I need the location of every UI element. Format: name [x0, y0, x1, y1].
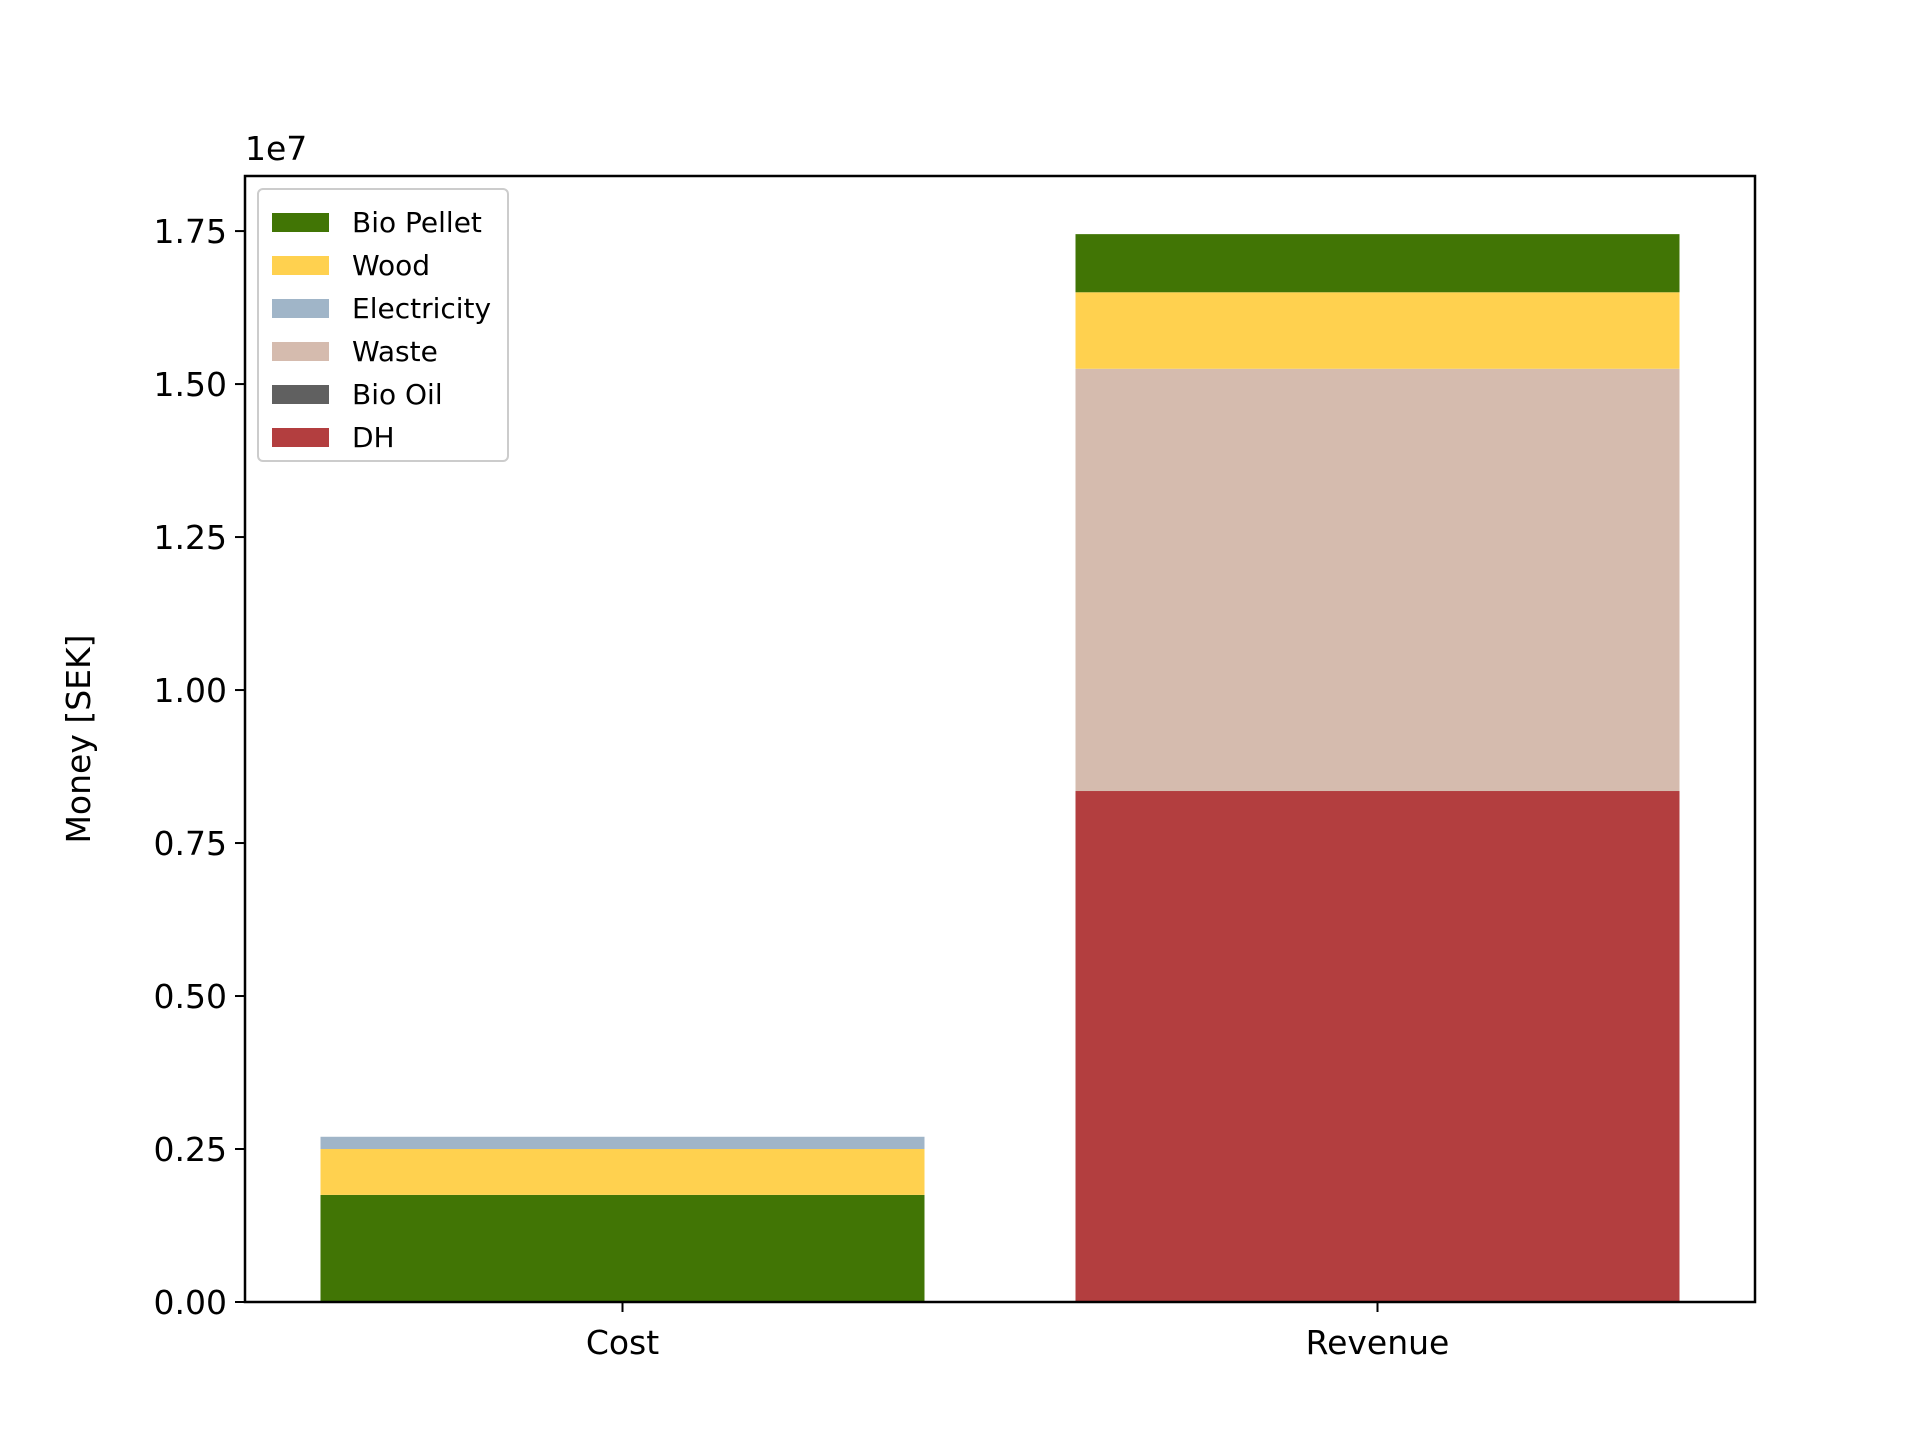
legend-label-bio-oil: Bio Oil — [352, 378, 443, 411]
y-tick-label: 0.50 — [154, 977, 227, 1016]
y-tick-label: 1.75 — [154, 212, 227, 251]
bars-group — [320, 234, 1680, 1302]
bar-revenue-bio-pellet — [1075, 234, 1680, 293]
bar-revenue-dh — [1075, 791, 1680, 1302]
bar-cost-bio-pellet — [320, 1194, 925, 1302]
bar-cost-electricity — [320, 1136, 925, 1150]
y-offset-text: 1e7 — [245, 129, 307, 168]
legend-label-bio-pellet: Bio Pellet — [352, 206, 482, 239]
legend-label-waste: Waste — [352, 335, 438, 368]
y-tick-label: 1.50 — [154, 365, 227, 404]
y-tick-label: 1.00 — [154, 671, 227, 710]
x-tick-label-revenue: Revenue — [1306, 1323, 1450, 1362]
y-tick-label: 0.25 — [154, 1130, 227, 1169]
legend-swatch-waste — [272, 342, 329, 361]
x-axis: Cost Revenue — [586, 1302, 1450, 1362]
y-axis: 0.00 0.25 0.50 0.75 1.00 1.25 1.50 1.75 — [154, 212, 245, 1322]
x-tick-label-cost: Cost — [586, 1323, 659, 1362]
bar-revenue-waste — [1075, 368, 1680, 792]
legend-swatch-dh — [272, 428, 329, 447]
legend-swatch-electricity — [272, 299, 329, 318]
y-tick-label: 0.00 — [154, 1283, 227, 1322]
legend-label-electricity: Electricity — [352, 292, 491, 325]
y-axis-label: Money [SEK] — [59, 634, 98, 843]
plot-frame — [243, 174, 1757, 1304]
y-tick-label: 0.75 — [154, 824, 227, 863]
legend: Bio Pellet Wood Electricity Waste Bio Oil DH — [257, 188, 509, 462]
legend-swatch-bio-pellet — [272, 213, 329, 232]
legend-label-dh: DH — [352, 421, 395, 454]
legend-swatch-wood — [272, 256, 329, 275]
legend-swatch-bio-oil — [272, 385, 329, 404]
bar-revenue-wood — [1075, 292, 1680, 369]
y-tick-label: 1.25 — [154, 518, 227, 557]
legend-label-wood: Wood — [352, 249, 430, 282]
bar-cost-wood — [320, 1149, 925, 1195]
